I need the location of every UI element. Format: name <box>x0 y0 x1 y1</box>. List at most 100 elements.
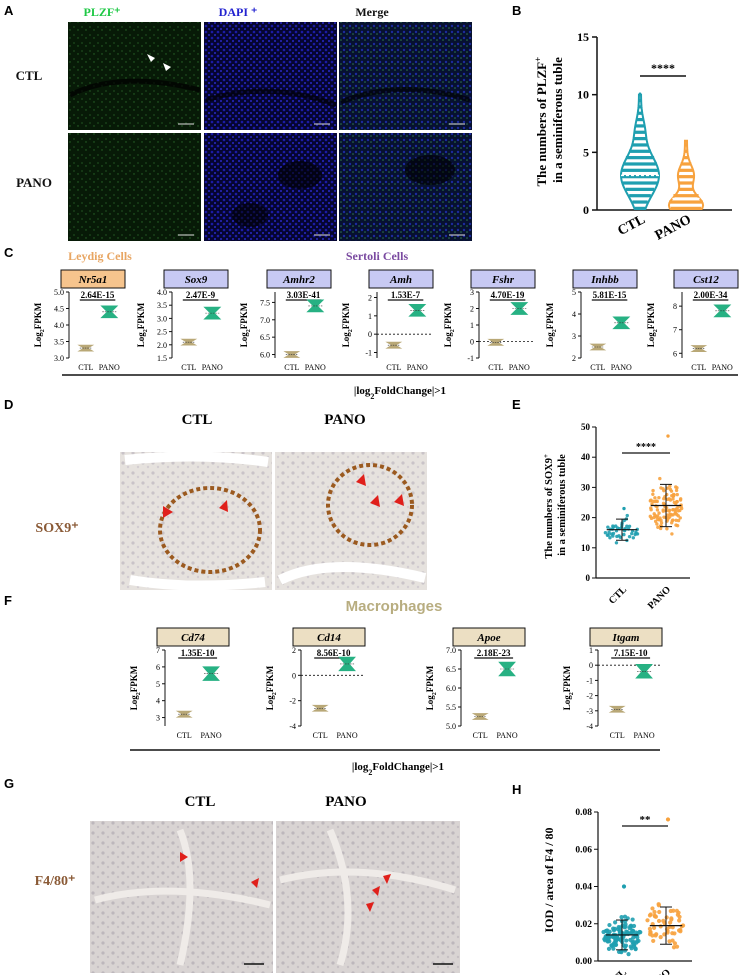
macrophages-label: Macrophages <box>346 598 443 615</box>
y-tick-label: 6.0 <box>446 684 456 693</box>
y-axis-title: Log2FPKM <box>239 302 252 347</box>
gene-plot-inhbb: Inhbb 5 4 3 2 Log2FPKM 5.81E-15 CTL PANO <box>545 269 638 372</box>
x-tick-label: PANO <box>497 731 518 740</box>
gene-header <box>163 269 229 289</box>
data-point <box>647 913 653 918</box>
violin-stripe <box>629 194 651 198</box>
gene-name: Itgam <box>612 632 640 644</box>
data-point <box>670 931 675 936</box>
x-tick-label: CTL <box>610 731 625 740</box>
interstitial-space <box>277 561 427 585</box>
x-tick-label: PANO <box>611 363 632 372</box>
gene-name: Sox9 <box>185 274 208 286</box>
y-tick-label: 20 <box>581 513 591 523</box>
x-tick-label: CTL <box>606 967 629 975</box>
y-tick-label: 3 <box>470 288 474 297</box>
violin-stripe <box>625 156 655 160</box>
violin-stripe <box>632 200 648 204</box>
y-tick-label: 15 <box>577 30 589 44</box>
y-tick-label: 4.0 <box>157 288 167 297</box>
pvalue-label: 3.03E-41 <box>287 290 321 300</box>
data-point <box>678 516 682 520</box>
y-axis-title: Log2FPKM <box>562 665 575 710</box>
data-point <box>613 937 618 942</box>
data-point <box>661 501 666 506</box>
data-point <box>670 493 674 498</box>
gene-plot-fshr: Fshr 3 2 1 0 -1 Log2FPKM 4.70E-19 CTL PANO <box>443 269 536 372</box>
data-point <box>665 817 671 822</box>
violin-stripe <box>623 162 657 166</box>
gene-header <box>60 269 126 289</box>
gene-name: Amh <box>389 274 412 286</box>
data-point <box>657 909 662 915</box>
violin-stripe <box>683 156 689 160</box>
y-tick-label: -2 <box>586 692 593 701</box>
data-point <box>676 910 681 915</box>
data-point <box>672 941 678 946</box>
data-point <box>613 920 618 925</box>
y-tick-label: 30 <box>581 482 591 492</box>
y-tick-label: 7 <box>156 646 160 655</box>
data-point <box>603 531 608 535</box>
y-tick-label: 0 <box>589 661 593 670</box>
violin-stripe <box>629 149 651 153</box>
data-point <box>606 525 610 529</box>
data-point <box>665 527 669 531</box>
pvalue-label: 1.53E-7 <box>391 290 421 300</box>
gene-plot-cd74: Cd74 7 6 5 4 3 Log2FPKM 1.35E-10 CTL PANO <box>129 627 230 740</box>
x-tick-label: PANO <box>645 967 673 975</box>
violin-stripe <box>631 143 649 147</box>
tubule-outline <box>205 88 337 108</box>
gene-plot-itgam: Itgam 1 0 -1 -2 -3 -4 Log2FPKM 7.15E-10 CTL PANO <box>562 627 663 740</box>
data-point <box>616 925 621 930</box>
panel-a: A PLZF⁺ DAPI ⁺ Merge CTL PANO <box>4 3 472 241</box>
arrowhead-icon <box>147 54 155 62</box>
arrowhead-icon <box>394 494 404 506</box>
lumen <box>405 155 455 185</box>
y-tick-label: 4 <box>572 310 576 319</box>
y-tick-label: -4 <box>586 722 593 731</box>
y-tick-label: 6.5 <box>446 665 456 674</box>
data-point <box>662 932 667 937</box>
gene-plot-nr5a1: Nr5a1 5.0 4.5 4.0 3.5 3.0 Log2FPKM 2.64E-15 CTL P… <box>33 269 126 372</box>
data-point <box>615 526 620 530</box>
data-point <box>624 929 629 934</box>
y-tick-label: -1 <box>365 349 372 358</box>
interstitial-space <box>279 828 457 967</box>
data-point <box>668 484 672 488</box>
y-tick-label: -2 <box>289 697 296 706</box>
merge-ctl-image <box>339 22 472 130</box>
data-point <box>668 498 673 502</box>
y-axis-title: Log2FPKM <box>136 302 149 347</box>
data-point <box>647 932 653 937</box>
data-point <box>675 492 679 497</box>
pvalue-label: 8.56E-10 <box>317 648 351 658</box>
plzf-ctl-image <box>68 22 201 130</box>
gene-plot-amh: Amh 2 1 0 -1 Log2FPKM 1.53E-7 CTL PANO <box>341 269 434 372</box>
data-point <box>664 506 669 510</box>
data-point <box>657 495 661 500</box>
data-point <box>637 929 642 935</box>
violin-stripe <box>670 206 702 210</box>
violin-stripe <box>622 181 658 185</box>
gene-header <box>470 269 536 289</box>
data-point <box>624 938 629 943</box>
data-point <box>622 506 626 511</box>
x-tick-label: CTL <box>78 363 93 372</box>
data-point <box>606 533 610 537</box>
panel-label: F <box>4 593 12 608</box>
x-tick-label: PANO <box>653 212 694 243</box>
y-tick-label: 0.06 <box>575 845 592 855</box>
gene-plot-cd14: Cd14 2 0 -2 -4 Log2FPKM 8.56E-10 CTL PANO <box>265 627 366 740</box>
pvalue-label: 5.81E-15 <box>593 290 627 300</box>
gene-name: Fshr <box>491 274 515 286</box>
leydig-cells-label: Leydig Cells <box>68 249 132 263</box>
data-point <box>667 515 672 519</box>
x-tick-label: PANO <box>634 731 655 740</box>
y-tick-label: -4 <box>289 722 296 731</box>
data-point <box>651 925 657 930</box>
data-point <box>617 929 623 934</box>
data-point <box>630 940 635 945</box>
gene-plot-amhr2: Amhr2 7.5 7.0 6.5 6.0 Log2FPKM 3.03E-41 CTL PANO <box>239 269 332 372</box>
row-label-pano: PANO <box>16 175 52 190</box>
